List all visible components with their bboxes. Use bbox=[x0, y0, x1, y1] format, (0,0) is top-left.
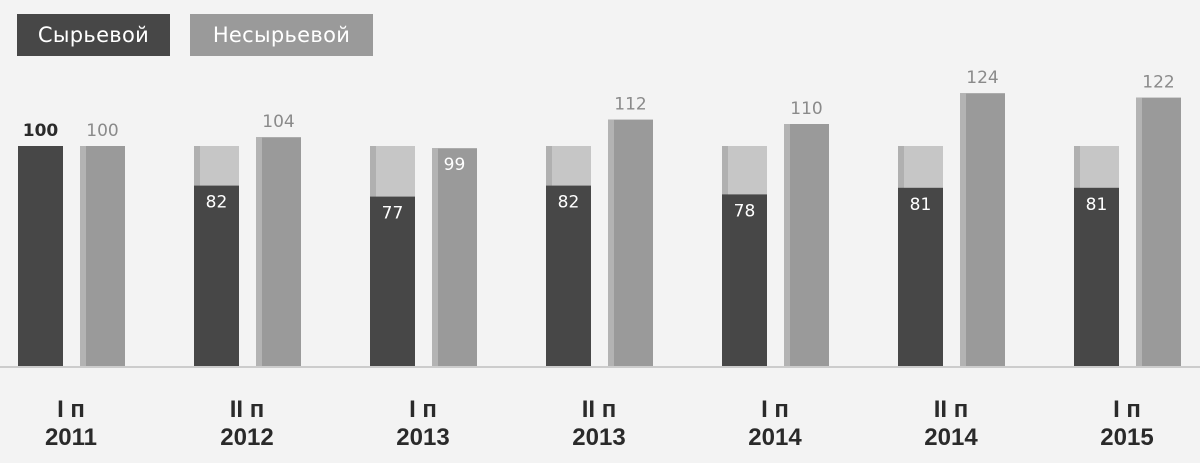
nonraw-bar bbox=[608, 119, 653, 366]
nonraw-bar bbox=[784, 124, 829, 366]
raw-bar bbox=[546, 185, 591, 366]
nonraw-bar bbox=[1136, 97, 1181, 366]
raw-bar bbox=[370, 196, 415, 366]
category-label: I п 2011 bbox=[44, 396, 98, 451]
category-label: I п 2013 bbox=[396, 396, 450, 451]
nonraw-value-label: 100 bbox=[86, 121, 118, 141]
category-label: I п 2015 bbox=[1100, 396, 1154, 451]
raw-value-label: 100 bbox=[23, 121, 59, 141]
raw-bar bbox=[722, 194, 767, 366]
category-label: II п 2012 bbox=[220, 396, 274, 451]
legend-raw: Сырьевой bbox=[17, 14, 170, 56]
nonraw-bar-edge bbox=[80, 146, 86, 366]
raw-value-label: 82 bbox=[558, 193, 580, 213]
nonraw-value-label: 99 bbox=[444, 155, 466, 175]
nonraw-bar-edge bbox=[960, 93, 966, 366]
nonraw-value-label: 110 bbox=[790, 99, 822, 119]
raw-value-label: 81 bbox=[910, 195, 932, 215]
nonraw-bar bbox=[256, 137, 301, 366]
raw-bar bbox=[898, 187, 943, 366]
legend-nonraw: Несырьевой bbox=[190, 14, 373, 56]
category-label: I п 2014 bbox=[748, 396, 802, 451]
nonraw-bar-edge bbox=[432, 148, 438, 366]
raw-value-label: 81 bbox=[1086, 195, 1108, 215]
nonraw-bar-edge bbox=[784, 124, 790, 366]
nonraw-value-label: 124 bbox=[966, 68, 998, 88]
nonraw-value-label: 112 bbox=[614, 95, 646, 115]
category-label: II п 2014 bbox=[924, 396, 978, 451]
raw-value-label: 78 bbox=[734, 201, 756, 221]
nonraw-bar-edge bbox=[608, 119, 614, 366]
nonraw-bar bbox=[80, 146, 125, 366]
raw-value-label: 82 bbox=[206, 193, 228, 213]
category-label: II п 2013 bbox=[572, 396, 626, 451]
nonraw-bar-edge bbox=[1136, 97, 1142, 366]
raw-value-label: 77 bbox=[382, 204, 404, 224]
nonraw-value-label: 104 bbox=[262, 112, 294, 132]
raw-bar bbox=[18, 146, 63, 366]
nonraw-bar-edge bbox=[256, 137, 262, 366]
raw-bar bbox=[1074, 187, 1119, 366]
nonraw-value-label: 122 bbox=[1142, 73, 1174, 93]
raw-bar bbox=[194, 185, 239, 366]
nonraw-bar bbox=[960, 93, 1005, 366]
nonraw-bar bbox=[432, 148, 477, 366]
